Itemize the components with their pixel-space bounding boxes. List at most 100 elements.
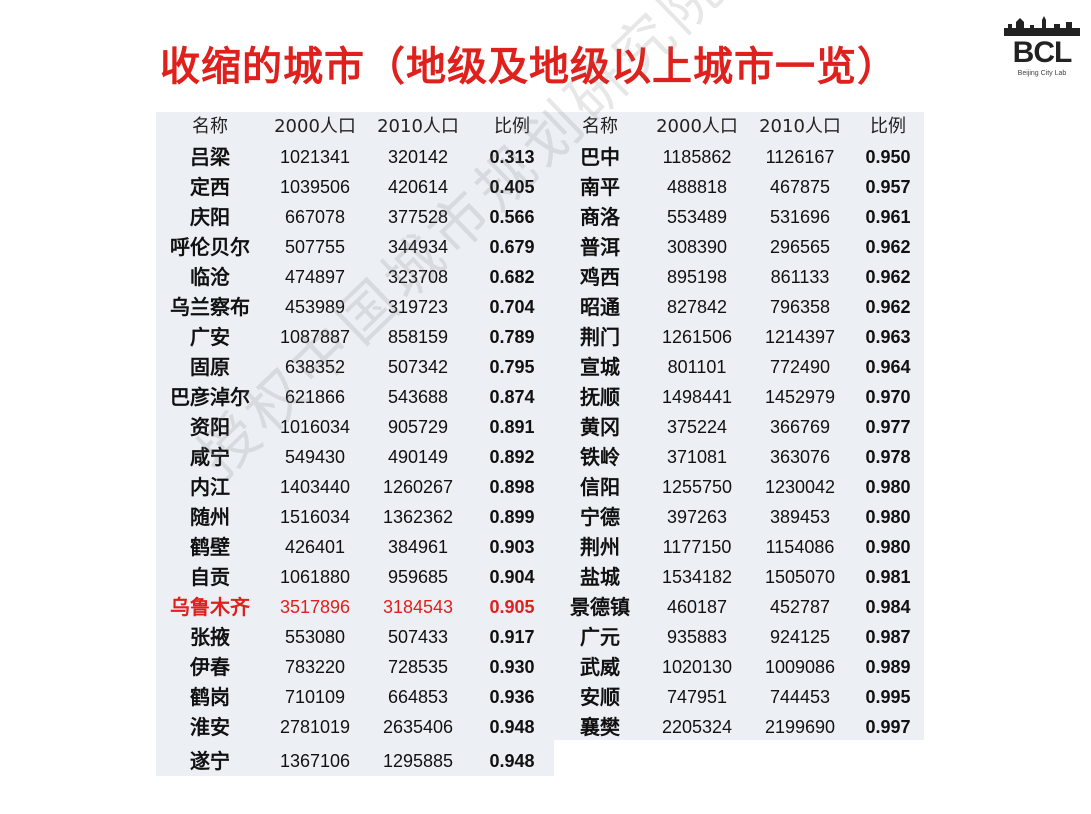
population-ratio: 0.980 xyxy=(865,507,911,527)
table-row: 遂宁 1367106 1295885 0.948 xyxy=(156,746,556,776)
population-ratio: 0.987 xyxy=(865,627,911,647)
city-name: 荆州 xyxy=(580,535,620,559)
city-name: 鹤岗 xyxy=(190,685,230,709)
population-2010: 1214397 xyxy=(764,327,836,347)
population-ratio: 0.962 xyxy=(865,297,911,317)
table-row: 黄冈 375224 366769 0.977 xyxy=(554,412,954,442)
population-2010: 728535 xyxy=(387,657,449,677)
city-name: 巴彦淖尔 xyxy=(170,385,250,409)
population-2010: 452787 xyxy=(769,597,831,617)
population-2000: 1061880 xyxy=(279,567,351,587)
population-2000: 426401 xyxy=(284,537,346,557)
population-2010: 744453 xyxy=(769,687,831,707)
city-name: 景德镇 xyxy=(570,595,630,619)
population-2010: 2635406 xyxy=(382,717,454,737)
population-2000: 895198 xyxy=(666,267,728,287)
population-ratio: 0.957 xyxy=(865,177,911,197)
city-name: 张掖 xyxy=(190,625,230,649)
city-name: 广安 xyxy=(190,325,230,349)
city-name: 资阳 xyxy=(190,415,230,439)
population-ratio: 0.995 xyxy=(865,687,911,707)
population-2000: 1039506 xyxy=(279,177,351,197)
population-ratio: 0.978 xyxy=(865,447,911,467)
city-name: 武威 xyxy=(580,655,620,679)
population-2000: 1020130 xyxy=(661,657,733,677)
left-table-panel xyxy=(156,112,554,776)
population-2010: 507433 xyxy=(387,627,449,647)
population-ratio: 0.997 xyxy=(865,717,911,737)
population-ratio: 0.962 xyxy=(865,267,911,287)
table-row: 荆州 1177150 1154086 0.980 xyxy=(554,532,954,562)
population-2000: 801101 xyxy=(667,357,727,377)
population-2010: 366769 xyxy=(769,417,831,437)
population-2010: 1452979 xyxy=(764,387,836,407)
table-row: 抚顺 1498441 1452979 0.970 xyxy=(554,382,954,412)
table-row: 乌鲁木齐 3517896 3184543 0.905 xyxy=(156,592,556,622)
city-name: 鸡西 xyxy=(580,265,620,289)
population-2010: 531696 xyxy=(769,207,831,227)
population-2000: 553489 xyxy=(666,207,728,227)
population-2010: 858159 xyxy=(387,327,449,347)
city-name: 商洛 xyxy=(580,205,620,229)
table-row: 广元 935883 924125 0.987 xyxy=(554,622,954,652)
city-name: 定西 xyxy=(190,175,230,199)
city-name: 呼伦贝尔 xyxy=(170,235,250,259)
header-pop2000: 2000人口 xyxy=(656,116,738,137)
population-2000: 375224 xyxy=(666,417,728,437)
population-2000: 2205324 xyxy=(661,717,733,737)
population-ratio: 0.405 xyxy=(489,177,535,197)
table-row: 张掖 553080 507433 0.917 xyxy=(156,622,556,652)
table-row: 伊春 783220 728535 0.930 xyxy=(156,652,556,682)
table-row: 内江 1403440 1260267 0.898 xyxy=(156,472,556,502)
table-row: 荆门 1261506 1214397 0.963 xyxy=(554,322,954,352)
population-2000: 474897 xyxy=(284,267,346,287)
population-2010: 959685 xyxy=(387,567,449,587)
table-row: 南平 488818 467875 0.957 xyxy=(554,172,954,202)
left-table-header: 名称 2000人口 2010人口 比例 xyxy=(156,112,556,142)
city-name: 襄樊 xyxy=(580,715,620,739)
population-2010: 1295885 xyxy=(382,751,454,771)
population-2010: 377528 xyxy=(387,207,449,227)
population-2010: 772490 xyxy=(769,357,831,377)
logo-text: BCL xyxy=(1012,36,1073,69)
population-ratio: 0.950 xyxy=(865,147,911,167)
population-2000: 1255750 xyxy=(661,477,733,497)
population-ratio: 0.566 xyxy=(489,207,535,227)
city-name: 普洱 xyxy=(580,235,620,259)
table-row: 定西 1039506 420614 0.405 xyxy=(156,172,556,202)
population-ratio: 0.948 xyxy=(489,751,535,771)
header-pop2000: 2000人口 xyxy=(274,116,356,137)
page-title: 收缩的城市（地级及地级以上城市一览） xyxy=(160,44,898,90)
right-table-header: 名称 2000人口 2010人口 比例 xyxy=(554,112,954,142)
population-2000: 1177150 xyxy=(662,537,732,557)
population-ratio: 0.891 xyxy=(489,417,535,437)
population-2000: 1185862 xyxy=(662,147,732,167)
city-name: 乌鲁木齐 xyxy=(170,595,250,619)
population-ratio: 0.789 xyxy=(489,327,535,347)
table-row: 固原 638352 507342 0.795 xyxy=(156,352,556,382)
population-2000: 371081 xyxy=(666,447,728,467)
population-ratio: 0.313 xyxy=(489,147,535,167)
city-name: 广元 xyxy=(580,625,620,649)
table-row: 临沧 474897 323708 0.682 xyxy=(156,262,556,292)
header-pop2010: 2010人口 xyxy=(377,116,459,137)
population-2010: 905729 xyxy=(387,417,449,437)
table-row: 宣城 801101 772490 0.964 xyxy=(554,352,954,382)
population-2000: 621866 xyxy=(284,387,346,407)
population-2000: 453989 xyxy=(284,297,346,317)
population-2000: 710109 xyxy=(284,687,346,707)
population-2000: 1261506 xyxy=(661,327,733,347)
population-2010: 924125 xyxy=(769,627,831,647)
population-2010: 1362362 xyxy=(382,507,454,527)
table-row: 铁岭 371081 363076 0.978 xyxy=(554,442,954,472)
population-2010: 420614 xyxy=(387,177,449,197)
table-row: 鸡西 895198 861133 0.962 xyxy=(554,262,954,292)
population-ratio: 0.980 xyxy=(865,537,911,557)
population-ratio: 0.964 xyxy=(865,357,911,377)
city-name: 盐城 xyxy=(580,565,620,589)
city-name: 荆门 xyxy=(580,325,620,349)
population-2010: 490149 xyxy=(387,447,449,467)
table-row: 巴中 1185862 1126167 0.950 xyxy=(554,142,954,172)
population-ratio: 0.795 xyxy=(489,357,535,377)
population-2010: 507342 xyxy=(387,357,449,377)
